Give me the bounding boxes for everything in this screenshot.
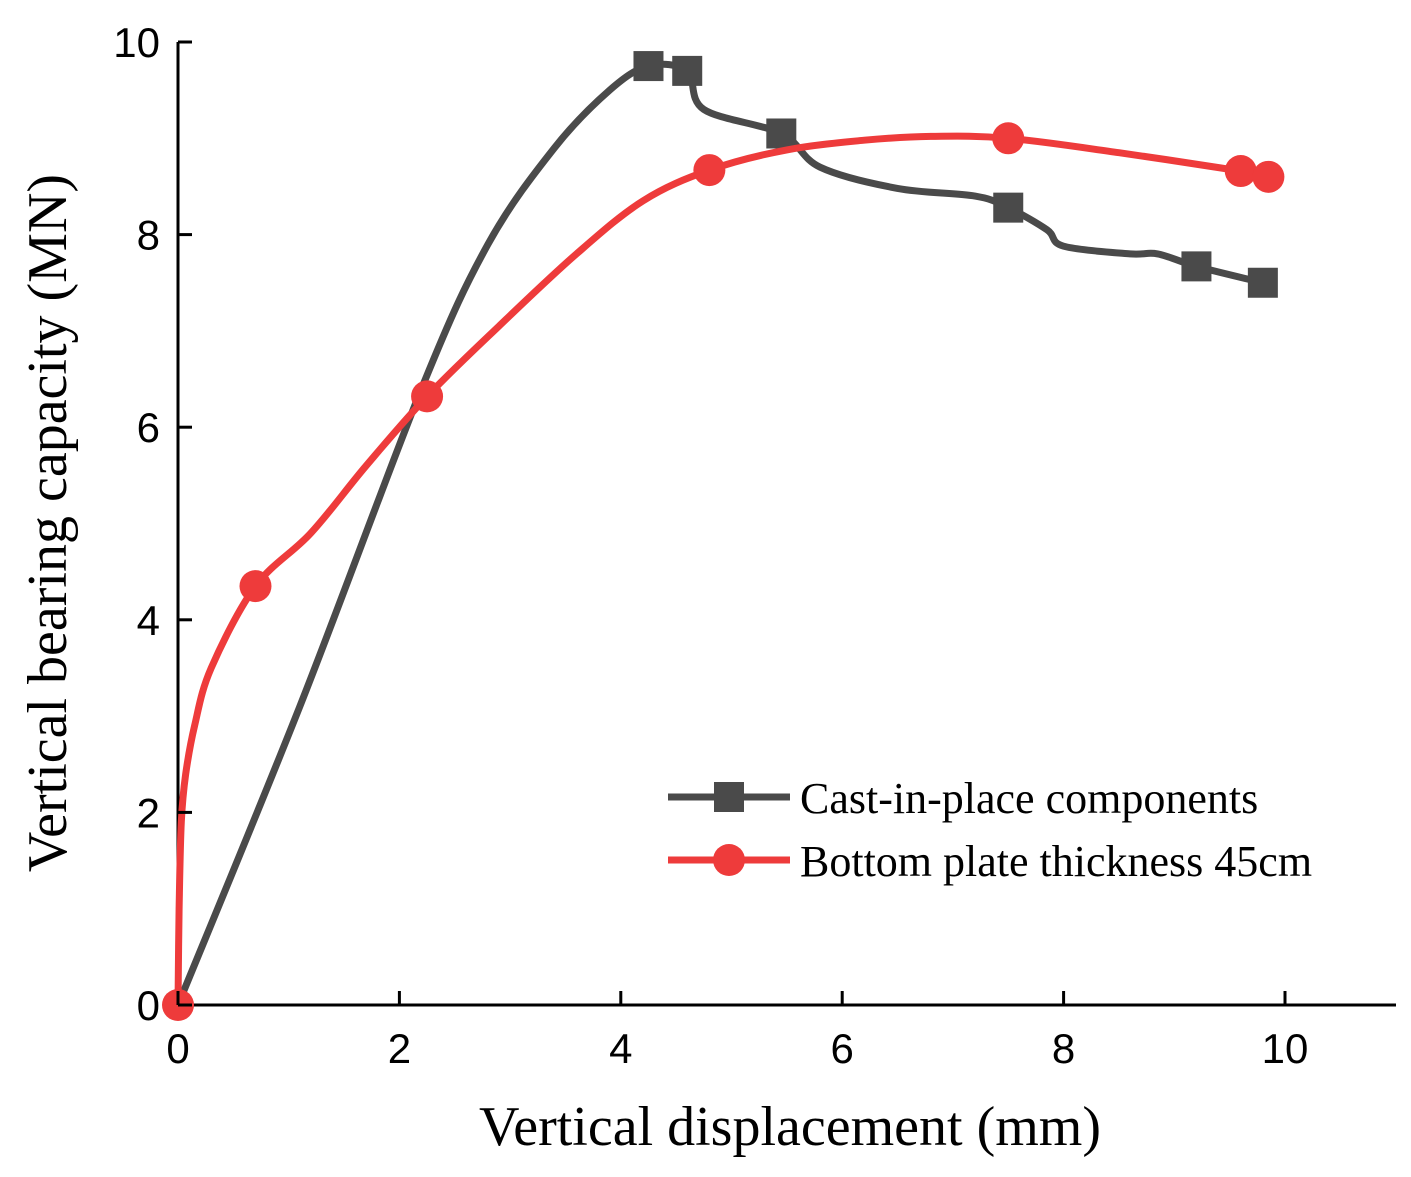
y-tick-label: 6 bbox=[137, 404, 160, 451]
y-tick-label: 0 bbox=[137, 982, 160, 1029]
data-point-circle bbox=[411, 380, 444, 413]
legend-marker-circle bbox=[713, 844, 745, 876]
y-axis-title: Vertical bearing capacity (MN) bbox=[17, 174, 79, 872]
data-point-square bbox=[633, 51, 664, 82]
data-point-circle bbox=[1252, 160, 1285, 193]
x-tick-label: 6 bbox=[831, 1025, 854, 1072]
legend-marker-square bbox=[714, 782, 744, 812]
data-point-square bbox=[766, 118, 797, 149]
y-tick-label: 4 bbox=[137, 597, 160, 644]
legend: Cast-in-place components Bottom plate th… bbox=[668, 774, 1312, 886]
x-tick-label: 10 bbox=[1262, 1025, 1309, 1072]
data-point-circle bbox=[992, 122, 1025, 155]
y-tick-label: 10 bbox=[113, 19, 160, 66]
x-tick-label: 2 bbox=[388, 1025, 411, 1072]
x-tick-label: 8 bbox=[1052, 1025, 1075, 1072]
data-point-square bbox=[1247, 267, 1278, 298]
x-tick-label: 4 bbox=[609, 1025, 632, 1072]
legend-label-bottom-plate: Bottom plate thickness 45cm bbox=[800, 837, 1312, 886]
y-tick-label: 2 bbox=[137, 789, 160, 836]
data-point-square bbox=[1181, 251, 1212, 282]
y-tick-label: 8 bbox=[137, 212, 160, 259]
series-layer bbox=[162, 51, 1285, 1021]
legend-label-cast-in-place: Cast-in-place components bbox=[800, 774, 1258, 823]
data-point-square bbox=[672, 55, 703, 86]
ticks-layer: 0 2 4 6 8 10 0 2 4 6 8 10 bbox=[113, 19, 1308, 1072]
data-point-circle bbox=[1224, 155, 1257, 188]
data-point-circle bbox=[693, 154, 726, 187]
x-axis-title: Vertical displacement (mm) bbox=[479, 1096, 1101, 1158]
data-point-square bbox=[993, 192, 1024, 223]
data-point-circle bbox=[239, 570, 272, 603]
x-tick-label: 0 bbox=[166, 1025, 189, 1072]
